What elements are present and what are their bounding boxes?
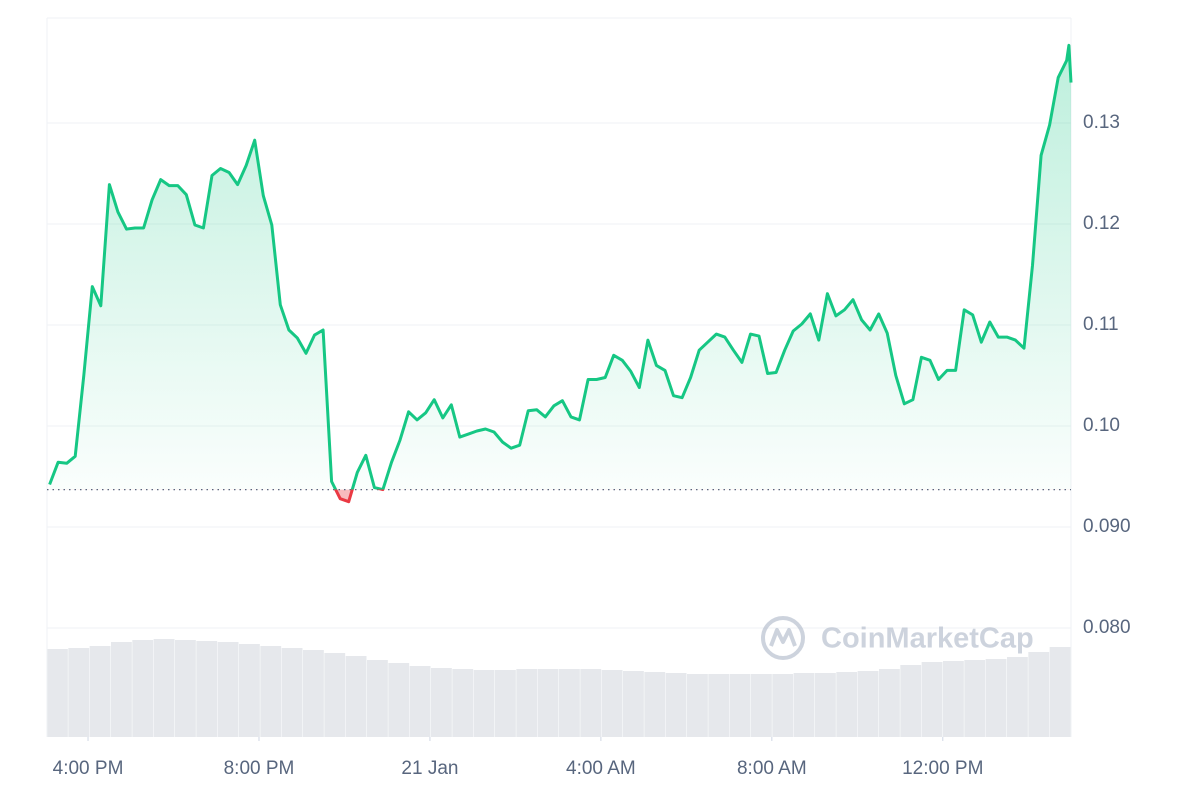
volume-bar (857, 671, 879, 737)
volume-bar (815, 673, 836, 737)
volume-bar (729, 674, 751, 737)
x-tick-label: 4:00 PM (53, 758, 124, 779)
x-tick-label: 12:00 PM (902, 758, 983, 779)
grid-layer: 0.080 0.090 0.10 0.11 0.12 0.13 4:00 PM 8:00 PM… (46, 17, 1131, 779)
volume-bar (665, 673, 687, 737)
y-tick-label: 0.090 (1083, 516, 1131, 537)
volume-bar (388, 663, 410, 737)
volume-bar (921, 662, 943, 737)
volume-bar (367, 660, 388, 737)
volume-bar (68, 648, 90, 737)
volume-bar (687, 674, 708, 737)
volume-bar (47, 649, 68, 737)
volume-layer (47, 639, 1071, 737)
volume-bar (153, 639, 175, 737)
volume-bar (324, 653, 346, 737)
volume-bar (964, 660, 986, 737)
volume-bar (239, 644, 260, 737)
watermark-logo-mark (769, 628, 797, 647)
volume-bar (793, 673, 815, 737)
x-tick-label: 21 Jan (401, 758, 458, 779)
volume-bar (217, 642, 239, 737)
volume-bar (601, 670, 623, 737)
volume-bar (431, 668, 452, 737)
volume-bar (772, 674, 794, 737)
watermark-logo (761, 616, 805, 660)
y-tick-label: 0.13 (1083, 112, 1120, 133)
volume-bar (580, 669, 602, 737)
volume-bar (111, 642, 132, 737)
volume-bar (1007, 657, 1028, 737)
price-line (48, 43, 1073, 504)
volume-bar (473, 670, 495, 737)
volume-bar (985, 659, 1007, 737)
watermark: CoinMarketCap (761, 616, 1034, 660)
volume-bar (644, 672, 666, 737)
y-tick-label: 0.12 (1083, 213, 1120, 234)
volume-bar (345, 656, 367, 737)
volume-bar (175, 640, 196, 737)
price-area (49, 45, 1072, 502)
volume-bar (708, 674, 730, 737)
volume-bar (559, 669, 580, 737)
x-tick-label: 8:00 PM (224, 758, 295, 779)
volume-bar (623, 671, 644, 737)
volume-bar (260, 646, 282, 737)
volume-bar (751, 674, 772, 737)
x-tick-label: 8:00 AM (737, 758, 807, 779)
volume-bar (495, 670, 516, 737)
volume-bar (537, 669, 559, 737)
volume-bar (303, 650, 324, 737)
y-tick-label: 0.11 (1083, 314, 1119, 335)
volume-bar (1028, 652, 1050, 737)
volume-bar (281, 648, 303, 737)
volume-bar (836, 672, 858, 737)
volume-bar (196, 641, 218, 737)
volume-bar (900, 665, 922, 737)
y-tick-label: 0.10 (1083, 415, 1120, 436)
watermark-text: CoinMarketCap (821, 623, 1034, 655)
volume-bar (409, 666, 431, 737)
volume-bar (452, 669, 474, 737)
volume-bar (89, 646, 111, 737)
volume-bar (1049, 647, 1071, 737)
volume-bar (943, 661, 964, 737)
y-tick-label: 0.080 (1083, 617, 1131, 638)
x-tick-label: 4:00 AM (566, 758, 636, 779)
volume-bar (516, 669, 538, 737)
volume-bar (132, 640, 154, 737)
plot-layer (47, 43, 1073, 504)
volume-bar (879, 669, 900, 737)
